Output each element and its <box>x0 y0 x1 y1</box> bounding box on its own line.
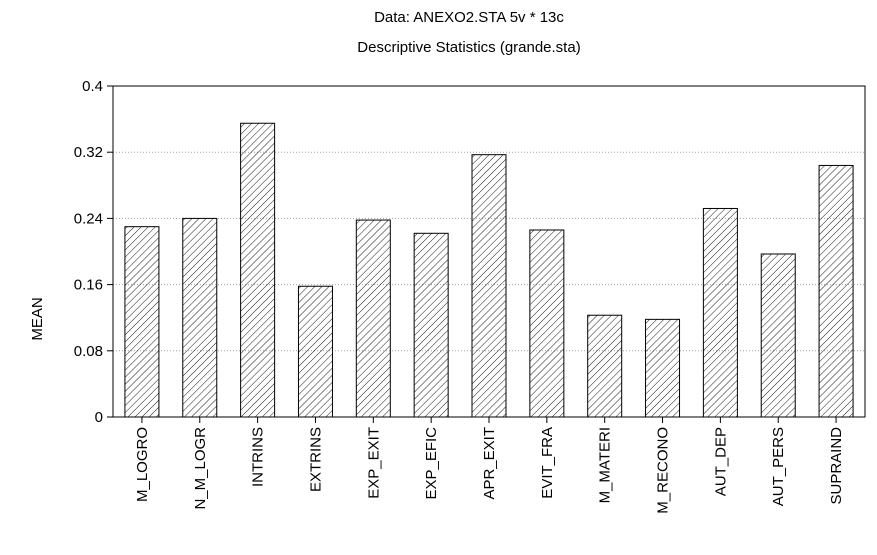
bar-m-logro <box>124 226 160 418</box>
bar-m-materi <box>587 314 623 418</box>
bar-evit-fra <box>529 229 565 418</box>
chart-subtitle: Descriptive Statistics (grande.sta) <box>357 39 580 56</box>
y-tick-label: 0.4 <box>82 78 103 95</box>
x-tick-label: EXP_EFIC <box>423 427 440 500</box>
bar-supraind <box>818 164 854 418</box>
y-tick-label: 0.32 <box>74 144 103 161</box>
x-tick-label: AUT_DEP <box>712 427 729 496</box>
x-tick-label: SUPRAIND <box>828 427 845 505</box>
x-axis-ticks: M_LOGRO N_M_LOGR INTRINS EXTRINS EXP_EXIT EXP… <box>134 417 845 514</box>
y-tick-label: 0.08 <box>74 343 103 360</box>
x-tick-label: M_MATERI <box>597 427 614 503</box>
bars <box>124 122 854 418</box>
x-tick-label: EXTRINS <box>307 427 324 492</box>
x-tick-label: EXP_EXIT <box>365 427 382 499</box>
bar-n-m-logr <box>182 217 218 418</box>
x-tick-label: M_RECONO <box>655 427 672 514</box>
y-tick-label: 0.24 <box>74 210 103 227</box>
x-tick-label: EVIT_FRA <box>539 427 556 499</box>
x-tick-label: N_M_LOGR <box>192 427 209 510</box>
bar-apr-exit <box>471 154 507 418</box>
x-tick-label: INTRINS <box>250 427 267 487</box>
y-tick-label: 0.16 <box>74 277 103 294</box>
bar-exp-efic <box>413 232 449 418</box>
y-axis-ticks: 0 0.08 0.16 0.24 0.32 0.4 <box>74 78 113 426</box>
bar-m-recono <box>645 318 681 418</box>
x-tick-label: APR_EXIT <box>481 427 498 500</box>
bar-aut-dep <box>702 207 738 418</box>
bar-exp-exit <box>355 219 391 418</box>
y-axis-label: MEAN <box>29 297 46 340</box>
chart-title: Data: ANEXO2.STA 5v * 13c <box>374 9 564 26</box>
x-tick-label: AUT_PERS <box>770 427 787 506</box>
y-tick-label: 0 <box>95 409 103 426</box>
bar-aut-pers <box>760 253 796 418</box>
x-tick-label: M_LOGRO <box>134 427 151 502</box>
bar-intrins <box>240 122 276 418</box>
bar-extrins <box>297 285 333 418</box>
